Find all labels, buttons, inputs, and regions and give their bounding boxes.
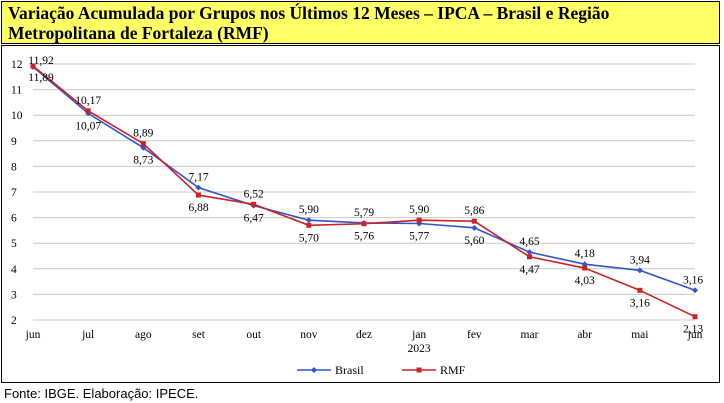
point-rmf (361, 221, 367, 227)
chart-title: Variação Acumulada por Grupos nos Último… (1, 1, 720, 44)
x-tick-label: nov (300, 329, 318, 341)
point-brasil (140, 144, 147, 151)
series-line-brasil (32, 66, 696, 292)
data-label-brasil: 4,65 (519, 236, 539, 248)
y-tick-label: 2 (11, 315, 17, 327)
x-tick-label: jun (25, 329, 41, 341)
data-label-brasil: 11,89 (28, 72, 54, 84)
series-line-rmf (32, 65, 696, 318)
y-tick-label: 7 (11, 187, 17, 199)
data-label-rmf: 4,03 (575, 275, 595, 287)
data-label-brasil: 3,94 (630, 254, 650, 266)
point-rmf (582, 265, 588, 271)
data-label-rmf: 2,13 (683, 324, 703, 336)
data-label-brasil: 8,73 (133, 155, 153, 167)
data-label-brasil: 5,79 (354, 207, 374, 219)
point-rmf (637, 287, 643, 293)
data-label-rmf: 4,47 (519, 264, 539, 276)
point-brasil (305, 217, 312, 224)
point-brasil (471, 224, 478, 231)
data-label-brasil: 10,07 (75, 120, 101, 132)
x-tick-label: jan (411, 329, 426, 341)
data-label-layer: 11,89 11,92 10,07 10,17 8,73 8,89 7,17 6,88 6,47… (28, 55, 703, 336)
x-tick-label: mai (631, 329, 648, 341)
legend-marker-brasil (311, 367, 317, 373)
data-label-brasil: 5,60 (464, 235, 484, 247)
data-label-rmf: 6,88 (188, 202, 208, 214)
x-tick-label: abr (577, 329, 592, 341)
point-brasil (195, 184, 202, 191)
point-rmf (527, 254, 532, 260)
y-tick-label: 9 (11, 136, 17, 148)
point-brasil (636, 267, 643, 274)
y-tick-label: 12 (11, 59, 23, 71)
data-label-brasil: 6,47 (244, 213, 264, 225)
data-label-rmf: 8,89 (133, 128, 153, 140)
y-tick-label: 8 (11, 161, 17, 173)
x-tick-label: jul (81, 329, 94, 341)
x-year-label: 2023 (408, 343, 431, 355)
y-tick-label: 4 (11, 264, 17, 276)
data-label-rmf: 5,90 (409, 204, 429, 216)
chart-frame (1, 45, 720, 383)
point-rmf (140, 141, 146, 147)
data-label-rmf: 3,16 (630, 297, 650, 309)
source-note: Fonte: IBGE. Elaboração: IPECE. (4, 386, 199, 401)
point-rmf (85, 108, 91, 114)
data-label-rmf: 10,17 (75, 95, 101, 107)
x-tick-label: ago (135, 329, 152, 341)
data-label-brasil: 3,16 (683, 274, 703, 286)
y-tick-label: 3 (11, 289, 17, 301)
y-tick-label: 11 (11, 85, 22, 97)
line-chart: 2 3 4 5 6 7 8 9 10 11 12 jun jul ago set out nov dez jan fe… (11, 55, 703, 377)
data-label-rmf: 5,76 (354, 231, 374, 243)
data-label-rmf: 11,92 (28, 55, 54, 67)
point-brasil (692, 287, 698, 294)
x-tick-label: jun (687, 329, 703, 341)
point-rmf (306, 222, 312, 228)
y-tick-label: 6 (11, 213, 17, 225)
x-tick-label: dez (356, 329, 372, 341)
data-label-brasil: 5,77 (409, 230, 429, 242)
x-tick-label: out (246, 329, 262, 341)
data-label-rmf: 5,86 (464, 205, 484, 217)
legend-marker-rmf (416, 367, 422, 373)
x-tick-label: fev (467, 329, 482, 341)
point-rmf (471, 218, 477, 224)
point-rmf (196, 192, 201, 198)
y-tick-label: 5 (11, 238, 17, 250)
legend: Brasil RMF (297, 363, 466, 377)
series-layer (30, 63, 698, 320)
data-label-brasil: 7,17 (188, 172, 208, 184)
data-label-rmf: 6,52 (244, 188, 264, 200)
legend-label-rmf: RMF (440, 363, 466, 377)
point-rmf (416, 217, 422, 223)
x-tick-label: set (192, 329, 206, 341)
data-label-rmf: 5,70 (299, 232, 319, 244)
axis-layer: 2 3 4 5 6 7 8 9 10 11 12 jun jul ago set out nov dez jan fe… (11, 59, 703, 355)
point-rmf (692, 314, 698, 320)
data-label-brasil: 5,90 (299, 204, 319, 216)
x-tick-label: mar (521, 329, 539, 341)
data-label-brasil: 4,18 (575, 248, 595, 260)
point-rmf (251, 201, 257, 207)
grid-layer (33, 63, 695, 321)
point-rmf (30, 63, 36, 69)
legend-label-brasil: Brasil (335, 363, 364, 377)
point-brasil (526, 249, 533, 256)
y-tick-label: 10 (11, 110, 23, 122)
